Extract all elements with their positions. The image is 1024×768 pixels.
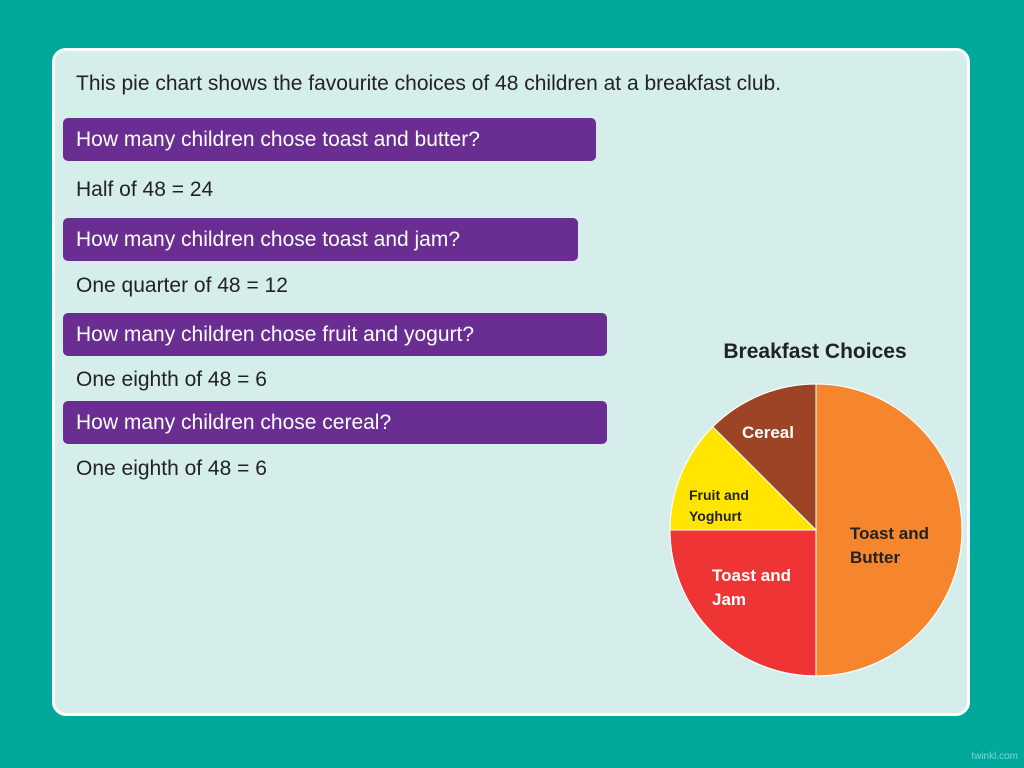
pie-label-fruit-and-yoghurt: Fruit and Yoghurt [689, 487, 749, 524]
answer-toast-jam: One quarter of 48 = 12 [76, 274, 288, 297]
brand-watermark: twinkl.com [971, 751, 1018, 762]
answer-toast-butter: Half of 48 = 24 [76, 178, 214, 201]
question-toast-butter: How many children chose toast and butter… [63, 118, 596, 161]
pie-outline [669, 383, 963, 677]
question-fruit-yogurt: How many children chose fruit and yogurt… [63, 313, 607, 356]
pie-label-toast-and-butter: Toast and Butter [850, 524, 929, 567]
answer-fruit-yogurt: One eighth of 48 = 6 [76, 368, 267, 391]
chart-title: Breakfast Choices [723, 340, 907, 363]
pie-label-toast-and-jam: Toast and Jam [712, 566, 791, 609]
pie-label-cereal: Cereal [742, 423, 794, 442]
question-toast-jam: How many children chose toast and jam? [63, 218, 578, 261]
question-cereal: How many children chose cereal? [63, 401, 607, 444]
answer-cereal: One eighth of 48 = 6 [76, 457, 267, 480]
intro-text: This pie chart shows the favourite choic… [76, 72, 782, 95]
